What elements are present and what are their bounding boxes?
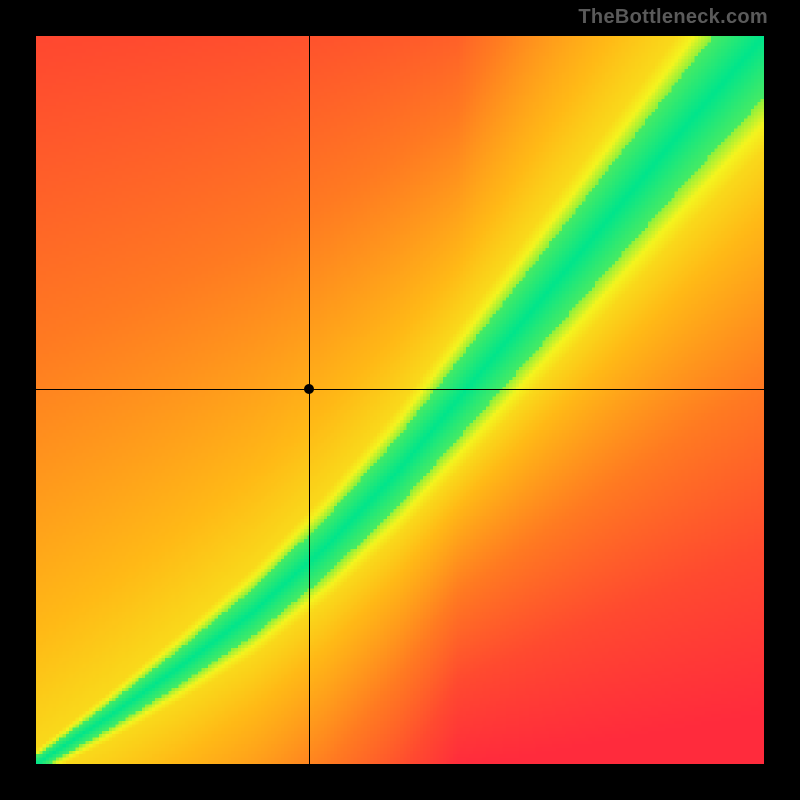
crosshair-vertical [309,36,310,764]
heatmap-area [36,36,764,764]
heatmap-canvas [36,36,764,764]
crosshair-horizontal [36,389,764,390]
watermark-text: TheBottleneck.com [578,6,768,29]
crosshair-dot [304,384,314,394]
